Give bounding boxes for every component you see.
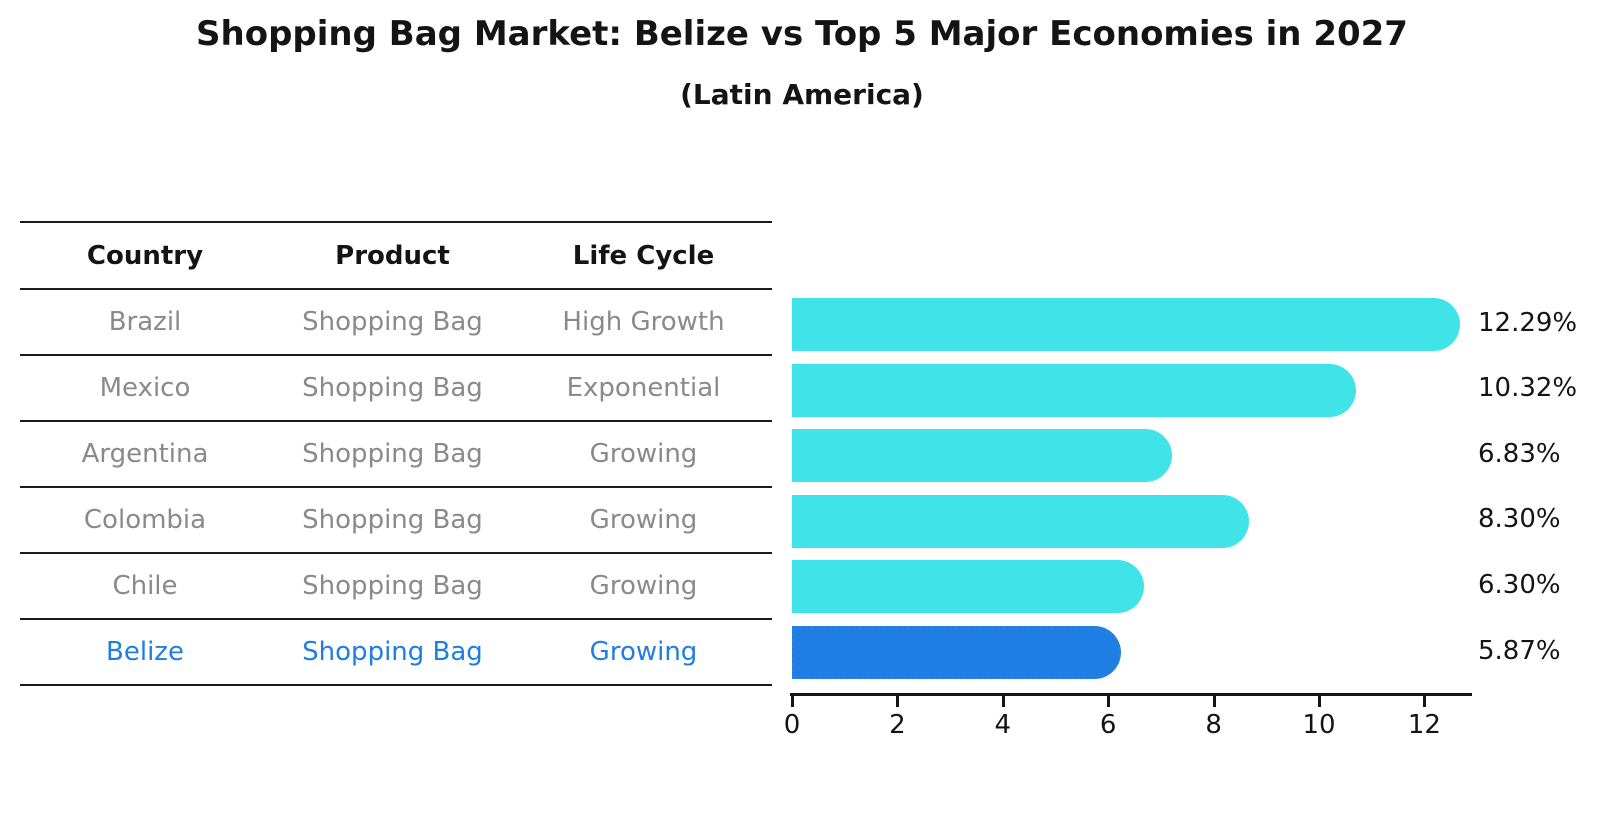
country-table: Country Product Life Cycle Brazil Shoppi… — [20, 221, 772, 686]
table-row: Mexico Shopping Bag Exponential — [20, 356, 772, 422]
x-axis-tick-label: 4 — [994, 710, 1012, 740]
bar-colombia — [792, 494, 1250, 548]
cell-country: Colombia — [83, 505, 207, 535]
cell-life-cycle: Exponential — [566, 373, 721, 403]
cell-life-cycle: Growing — [589, 505, 698, 535]
x-axis-tick-label: 8 — [1205, 710, 1222, 740]
bar-mexico — [792, 363, 1356, 417]
col-header-country: Country — [86, 240, 204, 271]
bar-value-label-chile: 6.30% — [1478, 569, 1561, 600]
cell-product: Shopping Bag — [302, 637, 483, 667]
cell-country: Brazil — [108, 307, 182, 337]
table-row: Brazil Shopping Bag High Growth — [20, 290, 772, 356]
cell-product: Shopping Bag — [302, 307, 483, 337]
x-axis-line — [790, 693, 1472, 696]
x-axis-tick — [1212, 696, 1216, 707]
x-axis-tick-label: 6 — [1099, 710, 1117, 740]
bar-chile — [792, 560, 1144, 614]
cell-product: Shopping Bag — [302, 439, 483, 469]
bar-value-label-belize: 5.87% — [1478, 635, 1561, 666]
x-axis-tick — [1107, 696, 1111, 707]
table-row-belize: Belize Shopping Bag Growing — [20, 620, 772, 686]
x-axis-tick-label: 0 — [783, 710, 801, 740]
cell-country: Mexico — [99, 373, 191, 403]
chart-title: Shopping Bag Market: Belize vs Top 5 Maj… — [196, 14, 1408, 54]
bar-chart-plot-area: 12.29% 10.32% 6.83% 8.30% 6.30% 5.87% 0 2 4 6 8 10 1… — [784, 290, 1577, 760]
table-header-row: Country Product Life Cycle — [20, 221, 772, 290]
x-axis-tick — [791, 696, 794, 707]
table-row: Argentina Shopping Bag Growing — [20, 422, 772, 488]
bar-brazil — [792, 298, 1460, 351]
x-axis-tick-label: 2 — [889, 710, 906, 740]
x-axis-tick-label: 10 — [1302, 710, 1336, 740]
cell-country: Chile — [112, 571, 178, 601]
cell-country: Belize — [106, 637, 184, 667]
cell-product: Shopping Bag — [302, 373, 483, 403]
table-row: Chile Shopping Bag Growing — [20, 554, 772, 620]
bar-value-label-brazil: 12.29% — [1478, 307, 1578, 338]
x-axis-tick-label: 12 — [1407, 710, 1441, 740]
bar-belize — [792, 626, 1122, 679]
x-axis-tick — [896, 696, 900, 707]
cell-life-cycle: Growing — [589, 637, 698, 667]
bar-value-label-mexico: 10.32% — [1478, 373, 1578, 404]
bar-value-label-argentina: 6.83% — [1478, 438, 1561, 469]
col-header-product: Product — [335, 240, 450, 271]
cell-life-cycle: Growing — [589, 571, 698, 601]
cell-life-cycle: Growing — [589, 439, 698, 469]
col-header-life-cycle: Life Cycle — [572, 240, 715, 271]
cell-country: Argentina — [81, 439, 209, 469]
cell-life-cycle: High Growth — [562, 307, 725, 337]
bar-argentina — [792, 429, 1172, 483]
table-row: Colombia Shopping Bag Growing — [20, 488, 772, 554]
bar-value-label-colombia: 8.30% — [1478, 504, 1561, 535]
cell-product: Shopping Bag — [302, 505, 483, 535]
x-axis-tick — [1318, 696, 1321, 707]
chart-subtitle: (Latin America) — [680, 78, 924, 111]
x-axis-tick — [1423, 696, 1427, 707]
x-axis-tick — [1001, 696, 1005, 707]
cell-product: Shopping Bag — [302, 571, 483, 601]
